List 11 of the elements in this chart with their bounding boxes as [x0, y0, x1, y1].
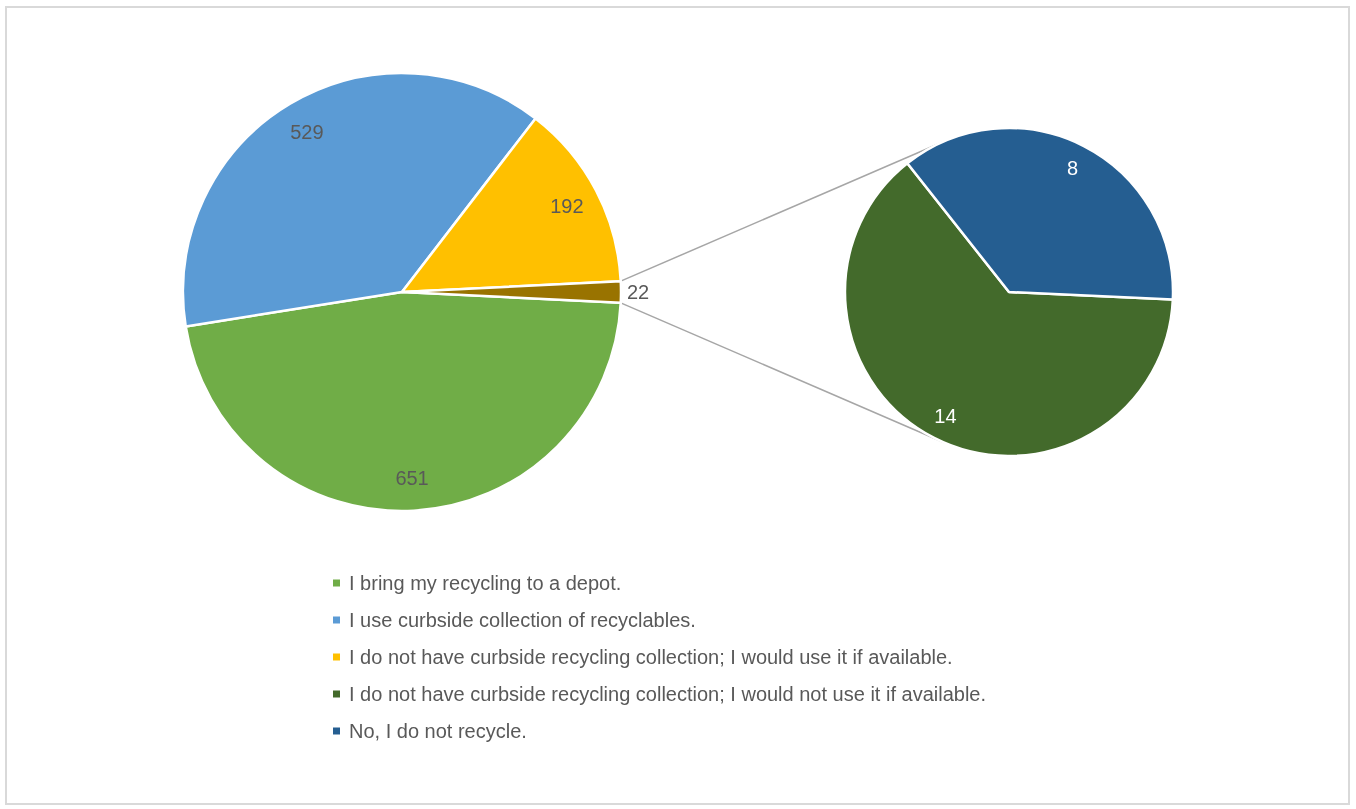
data-label: 529: [290, 120, 324, 143]
data-label: 192: [550, 194, 584, 217]
legend-label: I do not have curbside recycling collection; I would not use it if available.: [349, 683, 987, 705]
data-label: 22: [627, 281, 650, 303]
legend-label: I use curbside collection of recyclables.: [349, 609, 696, 631]
data-label: 14: [934, 405, 957, 428]
legend-label: No, I do not recycle.: [349, 720, 527, 742]
legend-label: I bring my recycling to a depot.: [349, 572, 622, 594]
legend-label: I do not have curbside recycling collection; I would use it if available.: [349, 646, 953, 668]
data-label: 8: [1067, 156, 1079, 179]
data-label: 651: [395, 466, 429, 489]
